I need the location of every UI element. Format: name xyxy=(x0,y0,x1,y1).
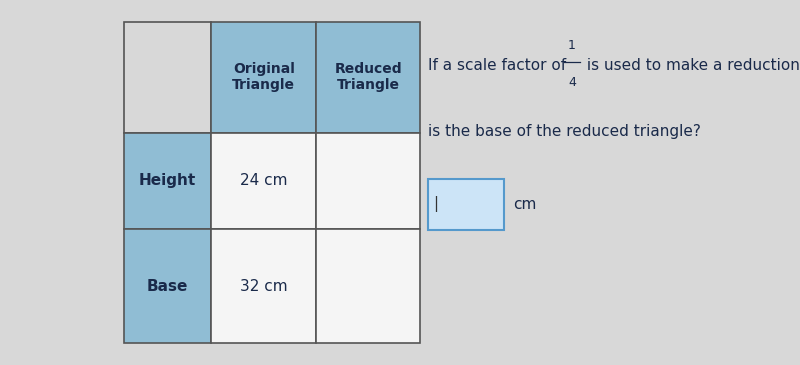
Text: 1: 1 xyxy=(568,39,576,52)
Text: is the base of the reduced triangle?: is the base of the reduced triangle? xyxy=(428,124,701,139)
FancyBboxPatch shape xyxy=(211,133,316,229)
Text: cm: cm xyxy=(514,197,537,212)
Text: Base: Base xyxy=(147,278,188,293)
FancyBboxPatch shape xyxy=(316,22,420,133)
FancyBboxPatch shape xyxy=(316,133,420,229)
FancyBboxPatch shape xyxy=(211,22,316,133)
FancyBboxPatch shape xyxy=(124,22,211,133)
Text: 4: 4 xyxy=(568,76,576,89)
Text: 32 cm: 32 cm xyxy=(240,278,288,293)
Text: |: | xyxy=(433,196,438,212)
Text: If a scale factor of: If a scale factor of xyxy=(428,58,571,73)
FancyBboxPatch shape xyxy=(211,229,316,343)
Text: is used to make a reduction, what: is used to make a reduction, what xyxy=(582,58,800,73)
Text: 24 cm: 24 cm xyxy=(240,173,288,188)
FancyBboxPatch shape xyxy=(428,179,504,230)
FancyBboxPatch shape xyxy=(124,229,211,343)
FancyBboxPatch shape xyxy=(316,229,420,343)
Text: Reduced
Triangle: Reduced Triangle xyxy=(334,62,402,92)
Text: Original
Triangle: Original Triangle xyxy=(232,62,295,92)
Text: Height: Height xyxy=(139,173,196,188)
FancyBboxPatch shape xyxy=(124,133,211,229)
